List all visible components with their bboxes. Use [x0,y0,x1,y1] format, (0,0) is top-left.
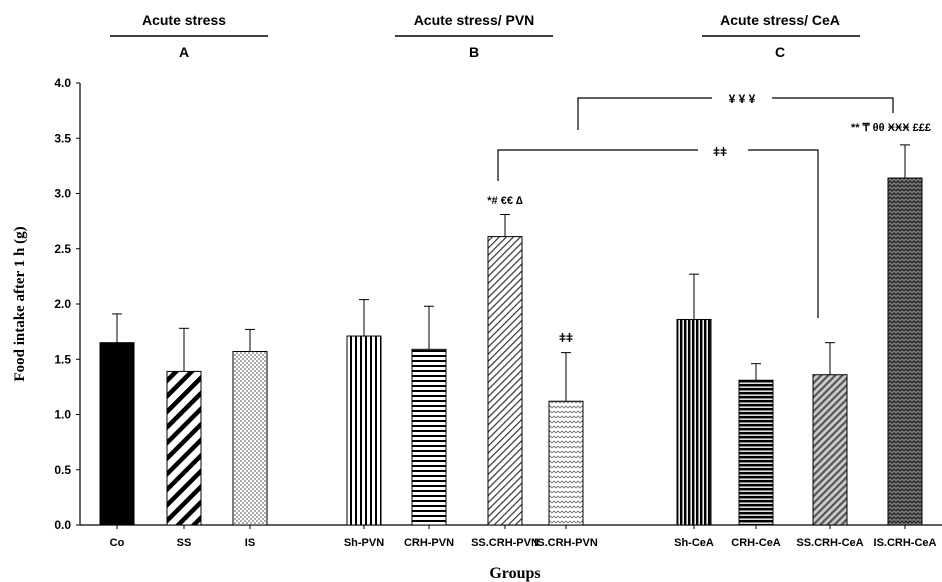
y-tick-label: 0.5 [54,463,71,477]
group-c-title: Acute stress/ CeA [720,12,840,28]
y-ticks: 0.0 0.5 1.0 1.5 2.0 2.5 3.0 3.5 4.0 [54,76,80,532]
bar-crh-cea [738,379,774,526]
bar-crh-pvn [411,348,447,526]
annotation-is-crh-cea: ** ₸ θθ ӾӾӾ £££ [851,122,931,134]
group-b-title: Acute stress/ PVN [414,12,535,28]
x-axis-label: Groups [489,565,540,582]
bracket-pvn-cea-label: ǂǂ [713,145,727,159]
bar-is-crh-cea [887,177,923,526]
bracket-pvn-cea [497,149,819,318]
bar-ss-crh-cea [812,374,848,526]
x-tick-label: SS.CRH-CeA [796,537,863,549]
y-tick-label: 0.0 [54,518,71,532]
group-header-a: Acute stress A [110,12,268,60]
y-tick-label: 4.0 [54,76,71,90]
bracket-cross-label: ¥ ¥ ¥ [729,92,756,106]
bar-sh-pvn [346,335,382,526]
x-tick-label: IS.CRH-CeA [874,537,937,549]
group-header-b: Acute stress/ PVN B [395,12,553,60]
x-tick-label: IS.CRH-PVN [534,537,598,549]
bar-ss [166,370,202,526]
y-tick-label: 2.0 [54,297,71,311]
group-a-title: Acute stress [142,12,226,28]
x-tick-label: IS [245,537,255,549]
group-a-letter: A [179,44,189,60]
y-tick-label: 1.5 [54,352,71,366]
significance-annotations: *# €€ ∆ ǂǂ ** ₸ θθ ӾӾӾ £££ ǂǂ ¥ ¥ ¥ [487,88,931,345]
x-tick-label: SS [177,537,192,549]
x-tick-label: Co [110,537,125,549]
y-axis-label: Food intake after 1 h (g) [12,226,28,381]
bar-is-crh-pvn [548,400,584,526]
y-tick-label: 2.5 [54,242,71,256]
x-tick-label: CRH-CeA [731,537,781,549]
bar-sh-cea [676,318,712,526]
x-tick-label: Sh-PVN [344,537,384,549]
annotation-ss-crh-pvn: *# €€ ∆ [487,195,523,207]
y-tick-label: 3.0 [54,187,71,201]
bar-ss-crh-pvn [487,236,523,526]
x-tick-label: Sh-CeA [674,537,714,549]
annotation-is-crh-pvn: ǂǂ [559,331,573,345]
bar-is [232,351,268,526]
group-c-letter: C [775,44,785,60]
group-header-c: Acute stress/ CeA C [702,12,860,60]
x-tick-label: CRH-PVN [404,537,454,549]
y-tick-label: 1.0 [54,408,71,422]
y-tick-label: 3.5 [54,131,71,145]
x-tick-label: SS.CRH-PVN [471,537,539,549]
bar-co [99,342,135,526]
group-b-letter: B [469,44,479,60]
